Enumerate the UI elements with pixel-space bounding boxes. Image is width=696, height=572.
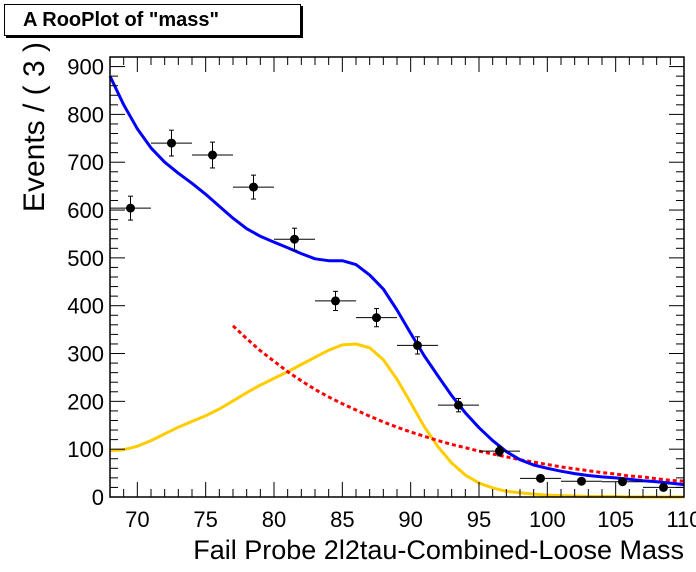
x-tick-label: 70 xyxy=(125,507,149,532)
data-point xyxy=(110,195,151,221)
y-tick-label: 600 xyxy=(67,198,104,223)
y-tick-label: 200 xyxy=(67,389,104,414)
y-tick-label: 100 xyxy=(67,437,104,462)
x-axis: 70 75 80 85 90 95 100 105 110 xyxy=(109,57,696,532)
data-point xyxy=(438,397,479,413)
data-point xyxy=(274,227,315,251)
data-point xyxy=(561,476,602,486)
data-point xyxy=(233,174,274,200)
y-tick-label: 700 xyxy=(67,150,104,175)
y-axis: 0 100 200 300 400 500 600 700 800 900 xyxy=(67,55,684,510)
total-fit-curve xyxy=(108,75,685,487)
data-point xyxy=(192,141,233,169)
y-tick-label: 400 xyxy=(67,294,104,319)
signal-curve xyxy=(109,342,684,499)
x-axis-label: Fail Probe 2l2tau-Combined-Loose Mass xyxy=(193,535,684,565)
chart-title: A RooPlot of "mass" xyxy=(4,4,301,36)
data-point xyxy=(356,308,397,328)
x-tick-label: 75 xyxy=(193,507,217,532)
x-tick-label: 105 xyxy=(597,507,634,532)
y-tick-label: 0 xyxy=(92,485,104,510)
data-point xyxy=(479,445,520,457)
plot-frame xyxy=(109,56,685,498)
data-point xyxy=(520,473,561,483)
x-tick-label: 110 xyxy=(666,507,696,532)
x-tick-label: 90 xyxy=(398,507,422,532)
y-tick-label: 500 xyxy=(67,246,104,271)
y-axis-label: Events / ( 3 ) xyxy=(18,42,51,212)
x-tick-label: 100 xyxy=(529,507,566,532)
data-point xyxy=(602,477,643,487)
y-tick-label: 300 xyxy=(67,342,104,367)
x-tick-label: 85 xyxy=(330,507,354,532)
data-points xyxy=(110,129,684,492)
data-point xyxy=(397,336,438,355)
y-tick-label: 900 xyxy=(67,55,104,80)
data-point xyxy=(315,290,356,311)
x-tick-label: 95 xyxy=(467,507,491,532)
x-tick-label: 80 xyxy=(262,507,286,532)
data-point xyxy=(151,129,192,157)
fit-curves xyxy=(108,75,685,499)
y-tick-label: 800 xyxy=(67,102,104,127)
